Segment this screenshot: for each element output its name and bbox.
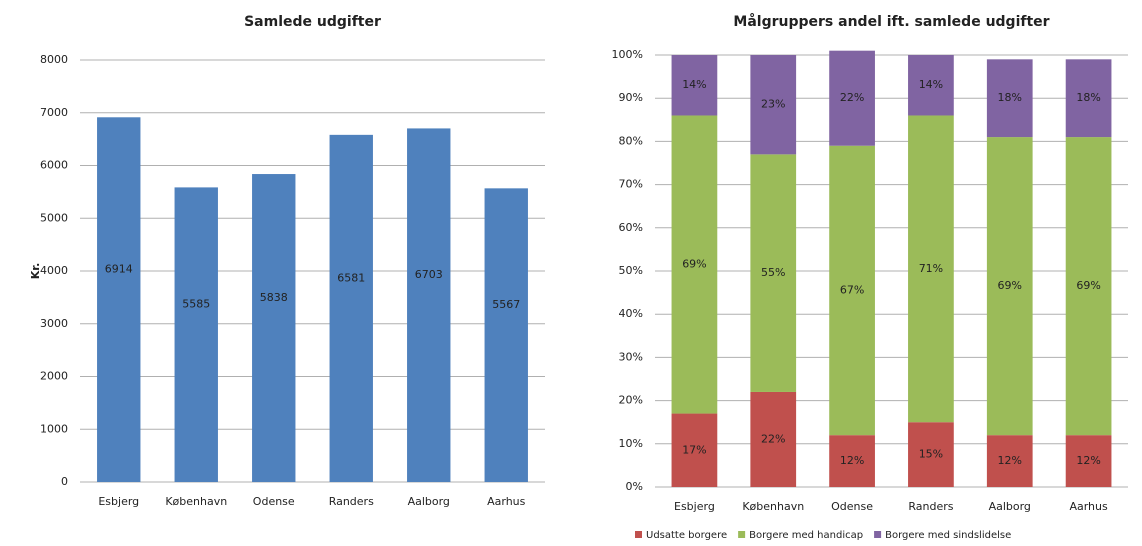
data-label: 18% — [1076, 91, 1100, 104]
x-tick-label: Randers — [908, 500, 953, 513]
y-tick-label: 6000 — [40, 159, 68, 172]
y-tick-label: 40% — [619, 307, 643, 320]
x-tick-label: Aalborg — [408, 495, 450, 508]
x-tick-label: Aarhus — [1069, 500, 1108, 513]
bar — [329, 134, 373, 483]
y-axis-label: Kr. — [29, 263, 42, 280]
bar-segment — [908, 422, 954, 487]
data-label: 12% — [840, 454, 864, 467]
data-label: 5567 — [492, 298, 520, 311]
y-tick-label: 80% — [619, 134, 643, 147]
y-tick-label: 100% — [612, 48, 643, 61]
y-tick-label: 10% — [619, 437, 643, 450]
y-tick-label: 90% — [619, 91, 643, 104]
data-label: 17% — [682, 443, 706, 456]
data-label: 12% — [998, 454, 1022, 467]
x-tick-label: Esbjerg — [98, 495, 139, 508]
x-tick-label: Odense — [253, 495, 295, 508]
y-tick-label: 0 — [61, 475, 68, 488]
bar-segment — [829, 145, 875, 436]
data-label: 12% — [1076, 454, 1100, 467]
y-tick-label: 20% — [619, 394, 643, 407]
x-tick-label: København — [165, 495, 227, 508]
y-tick-label: 70% — [619, 178, 643, 191]
data-label: 18% — [998, 91, 1022, 104]
y-tick-label: 1000 — [40, 422, 68, 435]
x-tick-label: Aalborg — [989, 500, 1031, 513]
data-label: 22% — [840, 91, 864, 104]
y-tick-label: 5000 — [40, 211, 68, 224]
bar-segment — [671, 115, 718, 414]
x-tick-label: Randers — [329, 495, 374, 508]
data-label: 69% — [1076, 279, 1100, 292]
bar — [484, 188, 528, 482]
chart-title: Målgruppers andel ift. samlede udgifter — [733, 13, 1049, 30]
legend-swatch — [874, 531, 882, 538]
bar — [252, 174, 296, 482]
bar-segment — [750, 391, 797, 487]
y-tick-label: 60% — [619, 221, 643, 234]
bar-segment — [829, 50, 875, 146]
bar-segment — [986, 137, 1033, 436]
legend-swatch — [738, 531, 746, 538]
data-label: 14% — [919, 78, 943, 91]
bar-segment — [1065, 137, 1112, 436]
y-tick-label: 50% — [619, 264, 643, 277]
bar — [97, 117, 141, 482]
legend-label: Borgere med handicap — [749, 530, 863, 541]
legend-label: Borgere med sindslidelse — [885, 530, 1011, 541]
data-label: 14% — [682, 78, 706, 91]
bar-segment — [908, 115, 954, 423]
bar — [174, 187, 218, 483]
x-tick-label: Esbjerg — [674, 500, 715, 513]
legend-swatch — [635, 531, 642, 538]
data-label: 55% — [761, 266, 785, 279]
y-tick-label: 3000 — [40, 317, 68, 330]
data-label: 23% — [761, 98, 785, 111]
data-label: 15% — [919, 448, 943, 461]
y-tick-label: 30% — [619, 350, 643, 363]
bar — [407, 128, 451, 482]
data-label: 6581 — [337, 271, 365, 284]
bar-segment — [1065, 59, 1112, 138]
bar-segment — [671, 55, 718, 116]
data-label: 5838 — [260, 291, 288, 304]
data-label: 22% — [761, 432, 785, 445]
bar-segment — [986, 435, 1033, 487]
bar-segment — [1065, 435, 1112, 487]
y-tick-label: 0% — [626, 480, 643, 493]
data-label: 6914 — [105, 263, 133, 276]
bar-segment — [750, 55, 797, 155]
y-tick-label: 7000 — [40, 106, 68, 119]
y-tick-label: 8000 — [40, 53, 68, 66]
x-tick-label: Aarhus — [487, 495, 526, 508]
data-label: 6703 — [415, 268, 443, 281]
bar-segment — [750, 154, 797, 392]
data-label: 69% — [682, 258, 706, 271]
data-label: 69% — [998, 279, 1022, 292]
chart-title: Samlede udgifter — [244, 14, 381, 30]
bar-segment — [671, 413, 718, 487]
bar-segment — [908, 55, 954, 116]
y-tick-label: 4000 — [40, 264, 68, 277]
data-label: 67% — [840, 283, 864, 296]
bar-segment — [986, 59, 1033, 138]
x-tick-label: Odense — [831, 500, 873, 513]
bar-segment — [829, 435, 875, 487]
legend-label: Udsatte borgere — [646, 530, 727, 541]
data-label: 5585 — [182, 298, 210, 311]
x-tick-label: København — [742, 500, 804, 513]
y-tick-label: 2000 — [40, 370, 68, 383]
data-label: 71% — [919, 262, 943, 275]
